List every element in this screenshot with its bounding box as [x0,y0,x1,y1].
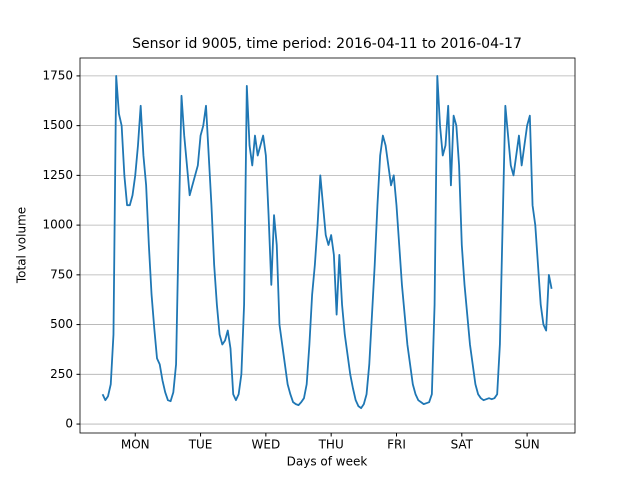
x-tick-label: WED [252,438,281,452]
x-tick-label: FRI [387,438,406,452]
x-axis-label: Days of week [287,455,368,469]
y-tick-label: 500 [50,317,73,331]
y-tick-label: 250 [50,367,73,381]
x-tick-label: THU [318,438,344,452]
y-tick-label: 1500 [42,118,73,132]
x-tick-label: SAT [451,438,474,452]
y-tick-label: 1000 [42,218,73,232]
y-tick-label: 1750 [42,68,73,82]
chart-title: Sensor id 9005, time period: 2016-04-11 … [132,36,522,52]
data-line [101,75,553,410]
y-tick-label: 0 [65,417,73,431]
y-tick-label: 750 [50,267,73,281]
y-tick-label: 1250 [42,168,73,182]
y-axis-label: Total volume [15,207,29,284]
x-tick-label: MON [121,438,150,452]
x-tick-label: SUN [514,438,539,452]
x-tick-label: TUE [188,438,213,452]
plot-frame [79,57,576,434]
